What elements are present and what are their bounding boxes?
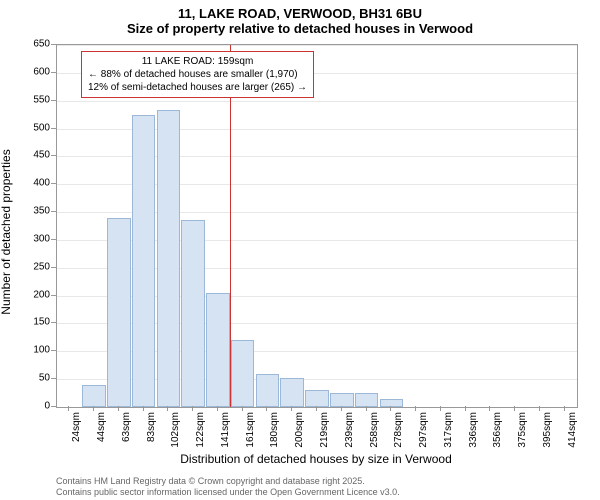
histogram-bar bbox=[280, 378, 304, 407]
footer-line1: Contains HM Land Registry data © Crown c… bbox=[56, 476, 400, 487]
x-tick-label: 44sqm bbox=[96, 412, 107, 442]
x-axis-label: Distribution of detached houses by size … bbox=[56, 452, 576, 466]
x-tick-label: 63sqm bbox=[121, 412, 132, 442]
footer-line2: Contains public sector information licen… bbox=[56, 487, 400, 498]
histogram-bar bbox=[305, 390, 329, 407]
histogram-bar bbox=[330, 393, 354, 407]
x-axis: 24sqm 44sqm 63sqm 83sqm 102sqm 122sqm 141sqm 16… bbox=[56, 406, 576, 456]
plot-area: 11 LAKE ROAD: 159sqm← 88% of detached ho… bbox=[56, 44, 578, 408]
y-tick-label: 650 bbox=[33, 39, 50, 50]
x-tick-label: 336sqm bbox=[468, 412, 479, 448]
x-tick-label: 122sqm bbox=[195, 412, 206, 448]
histogram-bar bbox=[181, 220, 205, 407]
y-tick-label: 600 bbox=[33, 66, 50, 77]
x-tick-label: 375sqm bbox=[517, 412, 528, 448]
y-tick-label: 300 bbox=[33, 233, 50, 244]
x-tick-label: 180sqm bbox=[269, 412, 280, 448]
x-tick-label: 102sqm bbox=[170, 412, 181, 448]
y-tick-label: 250 bbox=[33, 261, 50, 272]
x-tick-label: 24sqm bbox=[71, 412, 82, 442]
chart-container: 11, LAKE ROAD, VERWOOD, BH31 6BU Size of… bbox=[0, 0, 600, 500]
footer-attribution: Contains HM Land Registry data © Crown c… bbox=[56, 476, 400, 498]
title-main: 11, LAKE ROAD, VERWOOD, BH31 6BU bbox=[0, 0, 600, 21]
x-tick-label: 83sqm bbox=[146, 412, 157, 442]
annotation-box: 11 LAKE ROAD: 159sqm← 88% of detached ho… bbox=[81, 51, 314, 98]
histogram-bar bbox=[355, 393, 379, 407]
x-tick-label: 219sqm bbox=[319, 412, 330, 448]
x-tick-label: 200sqm bbox=[294, 412, 305, 448]
x-tick-label: 395sqm bbox=[542, 412, 553, 448]
x-tick-label: 239sqm bbox=[344, 412, 355, 448]
histogram-bar bbox=[157, 110, 181, 407]
y-tick-label: 500 bbox=[33, 122, 50, 133]
histogram-bar bbox=[132, 115, 156, 407]
y-tick-label: 550 bbox=[33, 94, 50, 105]
x-tick-label: 414sqm bbox=[567, 412, 578, 448]
histogram-bar bbox=[82, 385, 106, 407]
title-sub: Size of property relative to detached ho… bbox=[0, 21, 600, 40]
x-tick-label: 258sqm bbox=[369, 412, 380, 448]
reference-line bbox=[230, 45, 231, 407]
x-tick-label: 278sqm bbox=[393, 412, 404, 448]
y-tick-label: 450 bbox=[33, 150, 50, 161]
annotation-larger: 12% of semi-detached houses are larger (… bbox=[88, 81, 307, 94]
x-tick-label: 141sqm bbox=[220, 412, 231, 448]
y-tick-label: 200 bbox=[33, 289, 50, 300]
x-tick-label: 161sqm bbox=[245, 412, 256, 448]
histogram-bar bbox=[256, 374, 280, 407]
y-tick-label: 100 bbox=[33, 345, 50, 356]
annotation-smaller: ← 88% of detached houses are smaller (1,… bbox=[88, 68, 307, 81]
annotation-property: 11 LAKE ROAD: 159sqm bbox=[88, 55, 307, 68]
y-tick-label: 50 bbox=[39, 373, 50, 384]
x-tick-label: 356sqm bbox=[492, 412, 503, 448]
y-tick-label: 0 bbox=[44, 401, 50, 412]
x-tick-label: 317sqm bbox=[443, 412, 454, 448]
histogram-bar bbox=[107, 218, 131, 407]
histogram-bar bbox=[231, 340, 255, 407]
x-tick-label: 297sqm bbox=[418, 412, 429, 448]
y-tick-label: 150 bbox=[33, 317, 50, 328]
histogram-bar bbox=[206, 293, 230, 407]
y-tick-label: 400 bbox=[33, 178, 50, 189]
y-tick-label: 350 bbox=[33, 206, 50, 217]
y-axis: 050100150200250300350400450500550600650 bbox=[0, 44, 56, 406]
